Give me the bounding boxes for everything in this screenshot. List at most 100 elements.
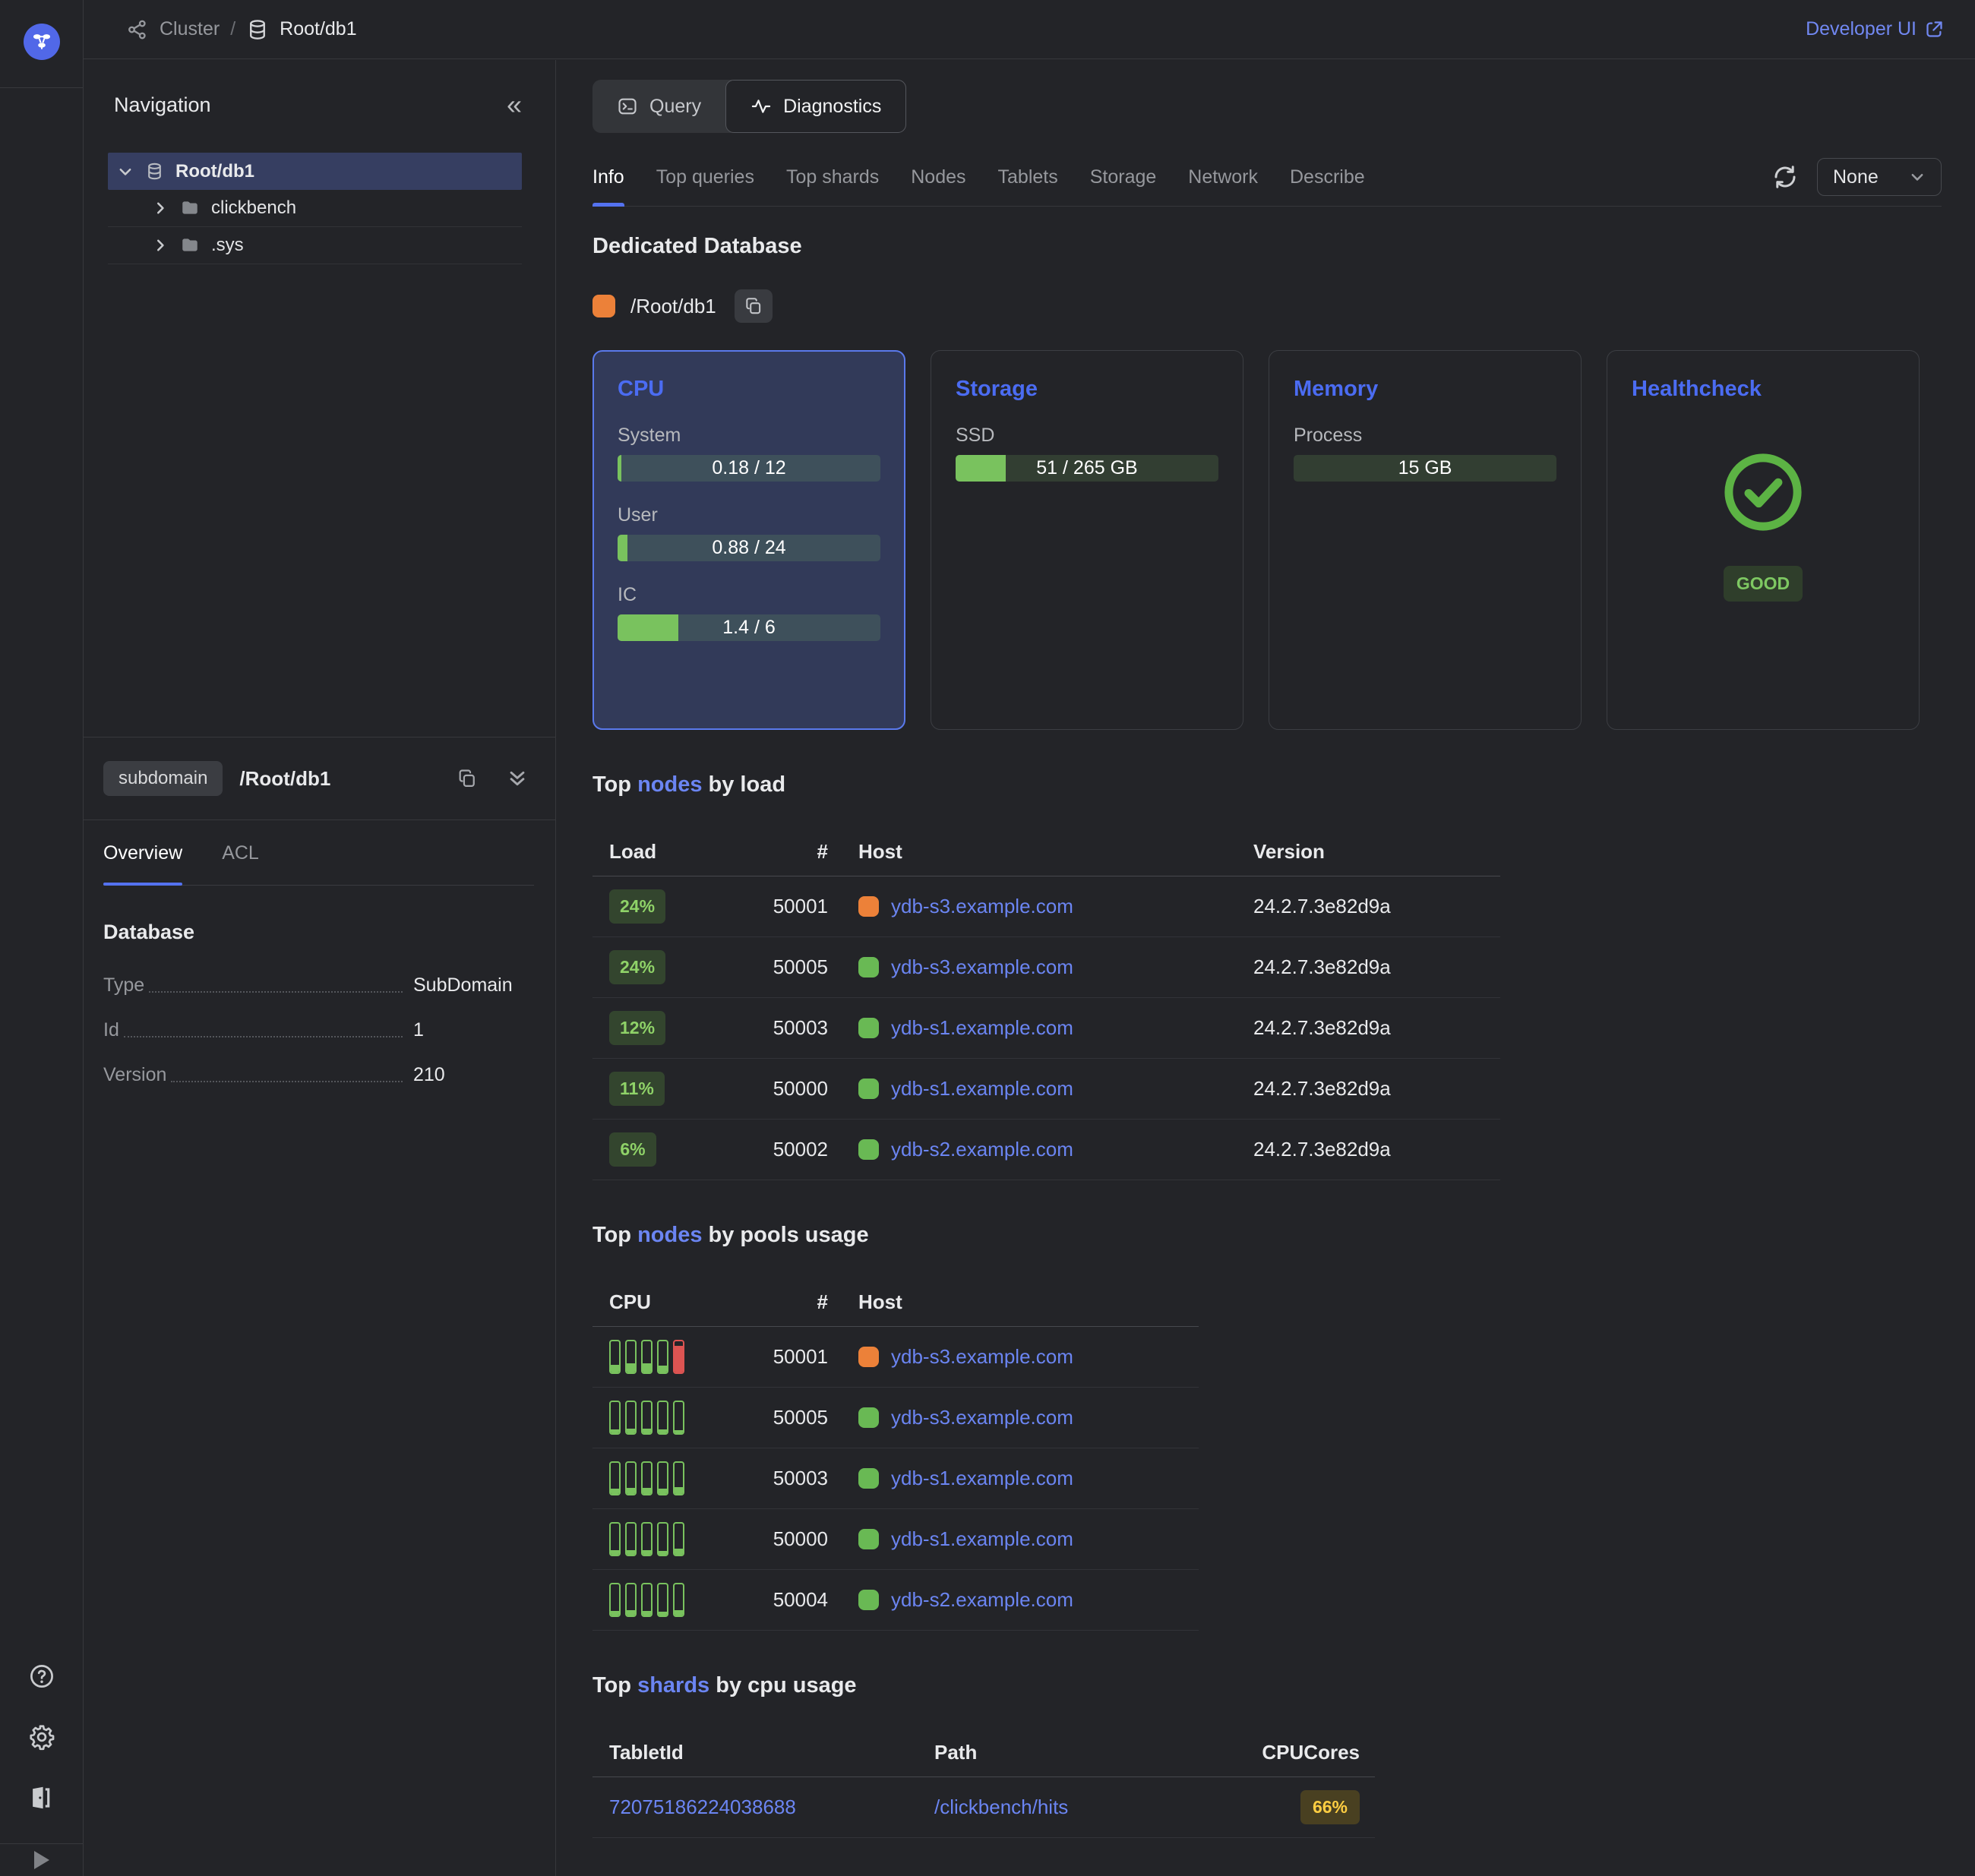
node-status-dot — [858, 1347, 879, 1367]
developer-ui-label: Developer UI — [1806, 18, 1917, 39]
copy-button[interactable] — [734, 289, 773, 323]
host-link[interactable]: ydb-s1.example.com — [891, 1527, 1073, 1550]
table-row: 50004 ydb-s2.example.com — [592, 1570, 1199, 1631]
pool-bar — [625, 1461, 637, 1495]
external-link-icon — [1924, 19, 1945, 39]
query-view-button[interactable]: Query — [592, 80, 725, 133]
tree-item-clickbench[interactable]: clickbench — [108, 190, 522, 227]
tab-tablets[interactable]: Tablets — [997, 166, 1058, 188]
table-row: 24% 50005 ydb-s3.example.com 24.2.7.3e82… — [592, 937, 1500, 998]
dotted-leader — [149, 991, 403, 993]
progress-bar: 51 / 265 GB — [956, 455, 1218, 482]
col-host: Host — [858, 1290, 902, 1313]
database-cylinder-icon — [246, 18, 269, 41]
field-value: SubDomain — [413, 974, 513, 996]
node-id: 50000 — [773, 1077, 828, 1100]
node-status-dot — [858, 957, 879, 977]
diagnostics-view-button[interactable]: Diagnostics — [725, 80, 907, 133]
host-link[interactable]: ydb-s1.example.com — [891, 1467, 1073, 1489]
nodes-link[interactable]: nodes — [637, 1223, 703, 1247]
host-link[interactable]: ydb-s3.example.com — [891, 1345, 1073, 1368]
title-text: Top — [592, 772, 638, 797]
pool-bar — [657, 1461, 668, 1495]
host-link[interactable]: ydb-s1.example.com — [891, 1016, 1073, 1039]
nodes-by-pools-table: CPU # Host 50001 ydb-s3.example.com — [592, 1278, 1199, 1631]
healthcheck-card[interactable]: Healthcheck GOOD — [1607, 350, 1920, 730]
tab-nodes[interactable]: Nodes — [911, 166, 966, 188]
tab-describe[interactable]: Describe — [1289, 166, 1365, 188]
copy-icon[interactable] — [457, 768, 478, 789]
double-chevron-down-icon[interactable] — [507, 768, 528, 789]
pool-bar — [673, 1340, 684, 1374]
col-host: Host — [858, 840, 902, 863]
chevron-right-icon[interactable] — [152, 237, 169, 254]
tab-top-shards[interactable]: Top shards — [785, 166, 880, 188]
col-cpucores: CPUCores — [1262, 1741, 1360, 1764]
database-info-section: Database Type SubDomain Id 1 Version 210 — [84, 886, 555, 1086]
node-status-dot — [858, 1018, 879, 1038]
shards-by-cpu-table: TabletId Path CPUCores 72075186224038688… — [592, 1729, 1375, 1838]
host-link[interactable]: ydb-s2.example.com — [891, 1138, 1073, 1161]
tab-top-queries[interactable]: Top queries — [656, 166, 754, 188]
logout-door-icon[interactable] — [27, 1783, 57, 1813]
dotted-leader — [123, 1036, 403, 1037]
tab-info[interactable]: Info — [592, 148, 624, 207]
tab-network[interactable]: Network — [1188, 166, 1258, 188]
progress-bar: 15 GB — [1294, 455, 1556, 482]
nodes-link[interactable]: nodes — [637, 772, 703, 797]
pool-bar — [673, 1522, 684, 1556]
host-link[interactable]: ydb-s2.example.com — [891, 1588, 1073, 1611]
title-text: by pools usage — [702, 1223, 869, 1247]
navigation-sidebar: Navigation « Root/db1 — [84, 60, 556, 1876]
section-title-shards-by-cpu: Top shards by cpu usage — [592, 1673, 1942, 1698]
tab-storage[interactable]: Storage — [1089, 166, 1157, 188]
main-content: Query Diagnostics Info Top queries Top s… — [557, 60, 1975, 1876]
chevron-down-icon — [1909, 169, 1926, 185]
tab-overview[interactable]: Overview — [103, 820, 183, 886]
app-rail — [0, 0, 84, 1876]
tree-item-root-db1[interactable]: Root/db1 — [108, 153, 522, 190]
shard-path-link[interactable]: /clickbench/hits — [934, 1795, 1069, 1818]
cpu-card-title: CPU — [618, 377, 665, 401]
panel-toggle-button[interactable] — [0, 1844, 83, 1876]
host-link[interactable]: ydb-s1.example.com — [891, 1077, 1073, 1100]
chevron-right-icon[interactable] — [152, 200, 169, 216]
pool-usage-bars — [609, 1401, 706, 1435]
pool-bar — [641, 1340, 653, 1374]
storage-card[interactable]: Storage SSD 51 / 265 GB — [931, 350, 1243, 730]
ydb-logo[interactable] — [24, 24, 60, 60]
health-status-badge: GOOD — [1723, 566, 1803, 602]
host-link[interactable]: ydb-s3.example.com — [891, 1406, 1073, 1429]
chevron-down-icon[interactable] — [117, 163, 134, 180]
progress-fill — [618, 455, 622, 482]
tab-acl[interactable]: ACL — [222, 842, 259, 864]
sidebar-collapse-icon[interactable]: « — [506, 89, 522, 120]
field-label: Id — [103, 1019, 119, 1041]
tablet-id-link[interactable]: 72075186224038688 — [609, 1795, 796, 1818]
settings-gear-icon[interactable] — [27, 1722, 57, 1752]
database-section-title: Database — [103, 921, 195, 943]
developer-ui-link[interactable]: Developer UI — [1806, 18, 1945, 40]
autorefresh-select[interactable]: None — [1817, 158, 1942, 196]
pool-bar — [641, 1401, 653, 1435]
progress-bar: 0.18 / 12 — [618, 455, 880, 482]
breadcrumb-cluster[interactable]: Cluster — [160, 18, 220, 39]
metric-label: Process — [1294, 425, 1363, 446]
tree-item-sys[interactable]: .sys — [108, 227, 522, 264]
help-icon[interactable] — [27, 1661, 57, 1691]
check-circle-icon — [1720, 449, 1806, 535]
cpu-card[interactable]: CPU System 0.18 / 12 User 0.88 / 24 — [592, 350, 905, 730]
refresh-icon[interactable] — [1771, 163, 1799, 191]
host-link[interactable]: ydb-s3.example.com — [891, 955, 1073, 978]
progress-fill — [956, 455, 1006, 482]
shards-link[interactable]: shards — [637, 1673, 710, 1698]
pool-bar — [609, 1522, 621, 1556]
folder-icon — [180, 198, 200, 218]
host-link[interactable]: ydb-s3.example.com — [891, 895, 1073, 917]
object-summary-header: subdomain /Root/db1 — [84, 737, 555, 820]
node-status-dot — [858, 1139, 879, 1160]
breadcrumb-entity: Root/db1 — [280, 18, 357, 39]
cluster-network-icon — [126, 18, 149, 41]
memory-card[interactable]: Memory Process 15 GB — [1269, 350, 1582, 730]
title-text: Top — [592, 1223, 638, 1247]
